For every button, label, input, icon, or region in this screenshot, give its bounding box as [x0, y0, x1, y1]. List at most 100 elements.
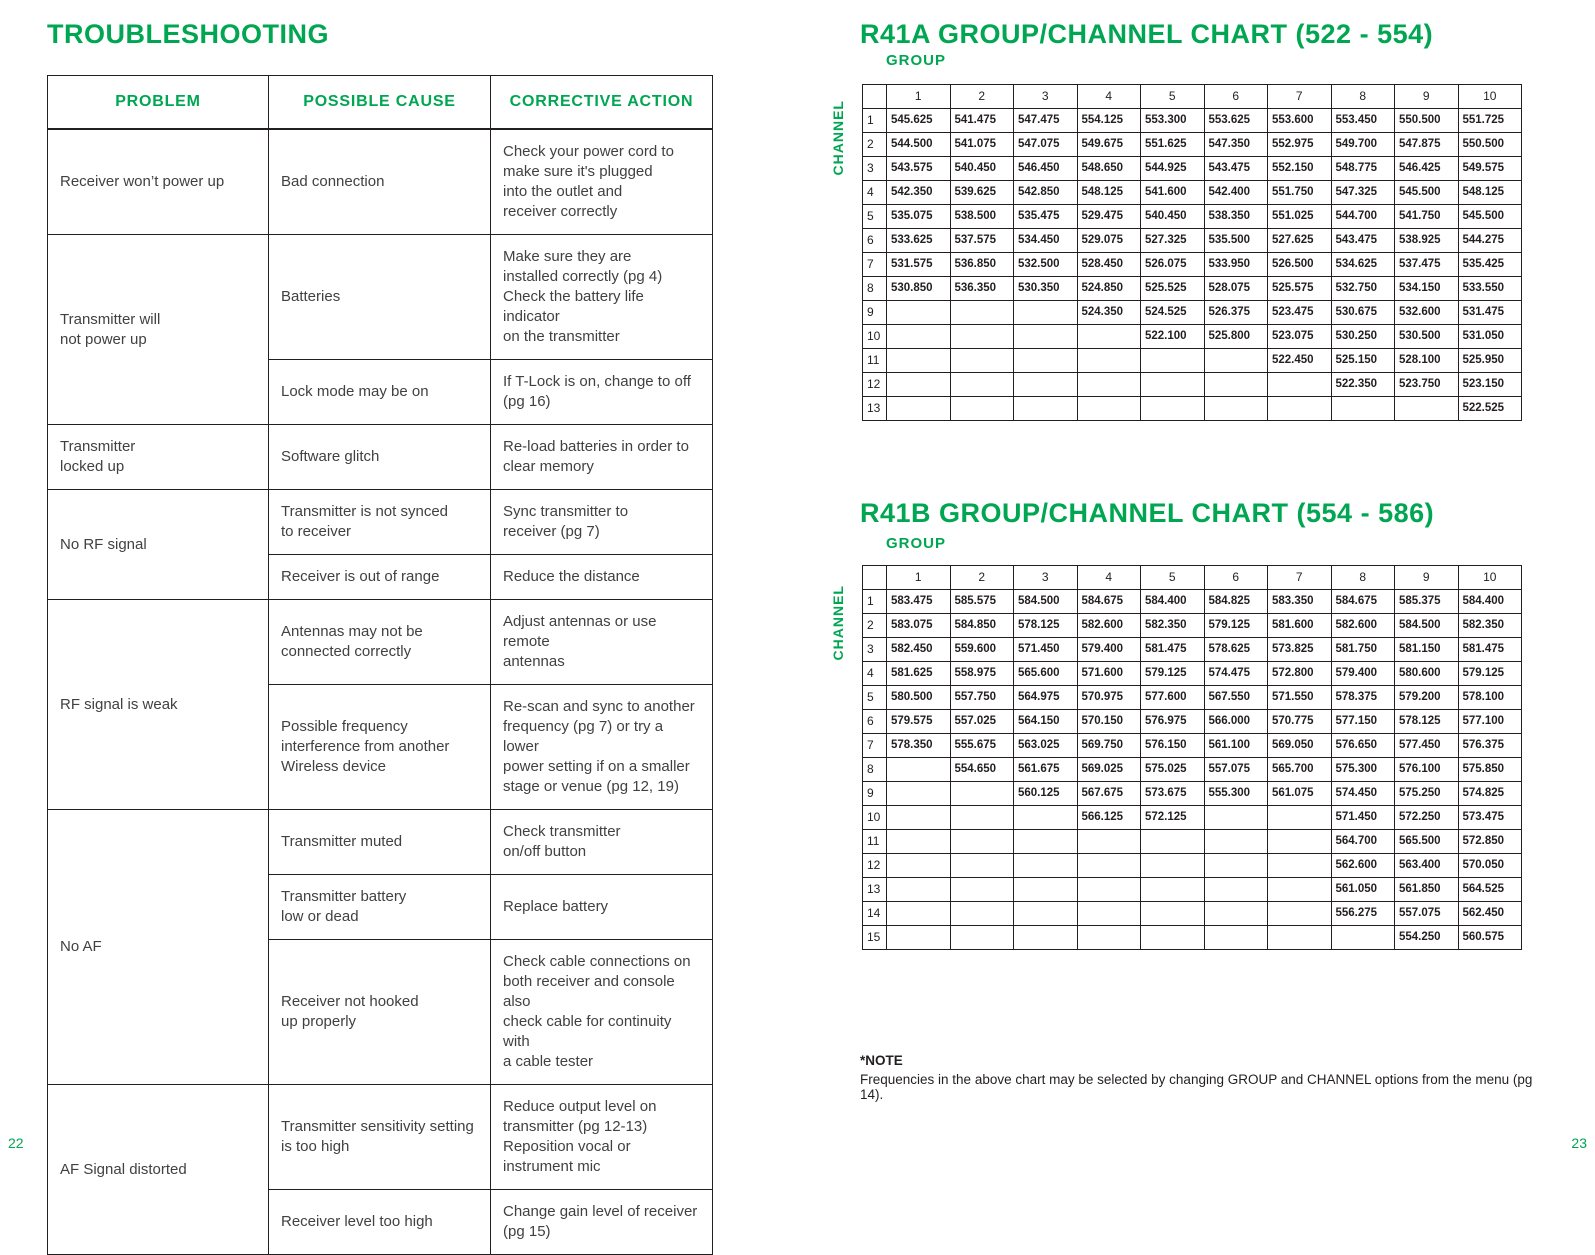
- frequency-cell: 553.450: [1330, 108, 1395, 133]
- frequency-cell: 557.075: [1203, 757, 1268, 782]
- frequency-cell: 575.300: [1330, 757, 1395, 782]
- frequency-cell: 532.600: [1394, 300, 1459, 325]
- table-row: 12 562.600 563.400 570.050: [862, 853, 1522, 878]
- frequency-cell: [886, 324, 951, 349]
- frequency-cell: [886, 877, 951, 902]
- frequency-cell: [1013, 372, 1078, 397]
- frequency-cell: 529.075: [1076, 228, 1141, 253]
- frequency-cell: 579.200: [1394, 685, 1459, 710]
- frequency-cell: 544.275: [1457, 228, 1522, 253]
- frequency-cell: 530.350: [1013, 276, 1078, 301]
- frequency-cell: 579.575: [886, 709, 951, 734]
- cause-cell: Batteries: [268, 234, 491, 360]
- frequency-cell: 537.575: [949, 228, 1014, 253]
- frequency-cell: 553.600: [1267, 108, 1332, 133]
- frequency-cell: 576.375: [1457, 733, 1522, 758]
- frequency-cell: 562.450: [1457, 901, 1522, 926]
- frequency-cell: 549.575: [1457, 156, 1522, 181]
- frequency-cell: [886, 805, 951, 830]
- group-column-header: 1: [886, 84, 951, 109]
- frequency-cell: 526.075: [1140, 252, 1205, 277]
- frequency-cell: 535.075: [886, 204, 951, 229]
- frequency-cell: [1140, 372, 1205, 397]
- frequency-cell: 557.750: [949, 685, 1014, 710]
- frequency-cell: [1267, 372, 1332, 397]
- action-cell: Reduce the distance: [490, 554, 713, 600]
- frequency-cell: 536.350: [949, 276, 1014, 301]
- frequency-cell: 523.750: [1394, 372, 1459, 397]
- frequency-cell: [1013, 348, 1078, 373]
- channel-number-cell: 9: [862, 781, 887, 806]
- frequency-cell: [886, 853, 951, 878]
- frequency-cell: 541.750: [1394, 204, 1459, 229]
- table-row: Possible frequency interference from ano…: [48, 684, 713, 810]
- frequency-cell: 582.350: [1140, 613, 1205, 638]
- frequency-cell: 572.800: [1267, 661, 1332, 686]
- frequency-cell: 578.100: [1457, 685, 1522, 710]
- header-row: PROBLEM POSSIBLE CAUSE CORRECTIVE ACTION: [47, 75, 713, 130]
- frequency-cell: [886, 372, 951, 397]
- frequency-cell: 531.575: [886, 252, 951, 277]
- group-column-header: 3: [1013, 84, 1078, 109]
- frequency-cell: [1013, 396, 1078, 421]
- frequency-cell: 576.100: [1394, 757, 1459, 782]
- frequency-cell: [949, 781, 1014, 806]
- frequency-cell: 571.450: [1330, 805, 1395, 830]
- group-column-header: 8: [1330, 84, 1395, 109]
- frequency-cell: 576.650: [1330, 733, 1395, 758]
- group-column-header: 6: [1203, 84, 1268, 109]
- frequency-cell: [886, 757, 951, 782]
- column-header-corrective-action: CORRECTIVE ACTION: [490, 75, 713, 130]
- frequency-cell: [1076, 853, 1141, 878]
- frequency-cell: [1013, 324, 1078, 349]
- frequency-cell: 536.850: [949, 252, 1014, 277]
- frequency-cell: 525.150: [1330, 348, 1395, 373]
- frequency-cell: 574.450: [1330, 781, 1395, 806]
- frequency-cell: [949, 372, 1014, 397]
- group-column-header: 5: [1140, 565, 1205, 590]
- troubleshooting-table: PROBLEM POSSIBLE CAUSE CORRECTIVE ACTION…: [47, 75, 713, 1255]
- frequency-cell: 542.350: [886, 180, 951, 205]
- frequency-cell: 563.400: [1394, 853, 1459, 878]
- frequency-cell: 525.950: [1457, 348, 1522, 373]
- channel-number-cell: 8: [862, 276, 887, 301]
- frequency-cell: 535.425: [1457, 252, 1522, 277]
- frequency-cell: [1394, 396, 1459, 421]
- column-header-possible-cause: POSSIBLE CAUSE: [268, 75, 491, 130]
- frequency-cell: [949, 877, 1014, 902]
- frequency-cell: 530.675: [1330, 300, 1395, 325]
- frequency-cell: [1013, 925, 1078, 950]
- frequency-cell: 548.125: [1457, 180, 1522, 205]
- channel-number-cell: 5: [862, 204, 887, 229]
- frequency-cell: [1203, 829, 1268, 854]
- frequency-cell: 525.575: [1267, 276, 1332, 301]
- frequency-cell: 551.625: [1140, 132, 1205, 157]
- frequency-cell: [886, 829, 951, 854]
- frequency-cell: 547.350: [1203, 132, 1268, 157]
- frequency-cell: 549.675: [1076, 132, 1141, 157]
- frequency-cell: 542.850: [1013, 180, 1078, 205]
- frequency-cell: 567.675: [1076, 781, 1141, 806]
- group-column-header: 7: [1267, 84, 1332, 109]
- frequency-cell: 537.475: [1394, 252, 1459, 277]
- cause-cell: Receiver is out of range: [268, 554, 491, 600]
- channel-label-a: CHANNEL: [830, 100, 846, 176]
- frequency-cell: [949, 829, 1014, 854]
- table-row: 6 579.575 557.025 564.150 570.150 576.975 566.…: [862, 709, 1522, 734]
- table-row: AF Signal distorted Transmitter sensitiv…: [47, 1084, 713, 1255]
- frequency-cell: [886, 300, 951, 325]
- frequency-cell: 538.350: [1203, 204, 1268, 229]
- frequency-cell: [1013, 853, 1078, 878]
- frequency-cell: [1076, 324, 1141, 349]
- frequency-cell: [1140, 925, 1205, 950]
- frequency-cell: [1267, 901, 1332, 926]
- frequency-cell: 541.075: [949, 132, 1014, 157]
- table-row: 7 531.575 536.850 532.500 528.450 526.075 533.…: [862, 252, 1522, 277]
- frequency-cell: 584.675: [1330, 589, 1395, 614]
- frequency-cell: [886, 925, 951, 950]
- frequency-cell: 528.450: [1076, 252, 1141, 277]
- page-number-right: 23: [1571, 1135, 1587, 1151]
- frequency-cell: 577.450: [1394, 733, 1459, 758]
- table-row: 9 524.350 524.525 526.375 523.475 530.675 532.…: [862, 300, 1522, 325]
- channel-number-cell: 1: [862, 108, 887, 133]
